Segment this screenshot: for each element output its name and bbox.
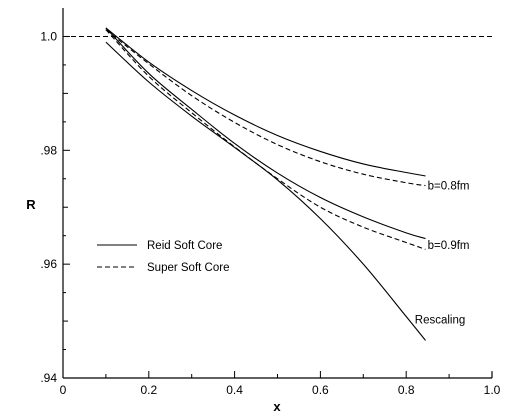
series-lines bbox=[63, 27, 492, 341]
axis-ticks: 0 0.2 0.4 0.6 0.8 1.0 1.0 .98 .96 .94 bbox=[40, 29, 500, 397]
x-axis-label: x bbox=[273, 399, 281, 414]
x-tick-label: 0.4 bbox=[226, 383, 243, 397]
x-tick-label: 0.8 bbox=[398, 383, 415, 397]
series-line-rescaling-solid bbox=[105, 41, 426, 341]
legend-label: Reid Soft Core bbox=[147, 240, 222, 252]
series-line-b-0-9fm-solid bbox=[105, 27, 426, 240]
series-line-b-0-8fm-solid bbox=[105, 27, 426, 177]
curve-annotation: Rescaling bbox=[415, 314, 466, 326]
series-line-b-0-8fm-dashed bbox=[105, 29, 426, 187]
y-axis-label: R bbox=[26, 197, 36, 212]
y-tick-label: .98 bbox=[40, 143, 57, 157]
y-tick-label: 1.0 bbox=[40, 29, 57, 43]
curve-annotation: b=0.9fm bbox=[428, 240, 470, 252]
x-tick-label: 0 bbox=[60, 383, 67, 397]
x-tick-label: 0.6 bbox=[312, 383, 329, 397]
x-tick-label: 1.0 bbox=[484, 383, 501, 397]
curve-annotations: b=0.8fm b=0.9fm Rescaling bbox=[415, 181, 470, 327]
curve-annotation: b=0.8fm bbox=[428, 181, 470, 193]
legend: Reid Soft Core Super Soft Core bbox=[97, 240, 229, 274]
series-line-b-0-9fm-dashed bbox=[105, 29, 426, 250]
x-tick-label: 0.2 bbox=[140, 383, 157, 397]
y-tick-label: .94 bbox=[40, 371, 57, 385]
y-tick-label: .96 bbox=[40, 257, 57, 271]
legend-label: Super Soft Core bbox=[147, 262, 229, 274]
